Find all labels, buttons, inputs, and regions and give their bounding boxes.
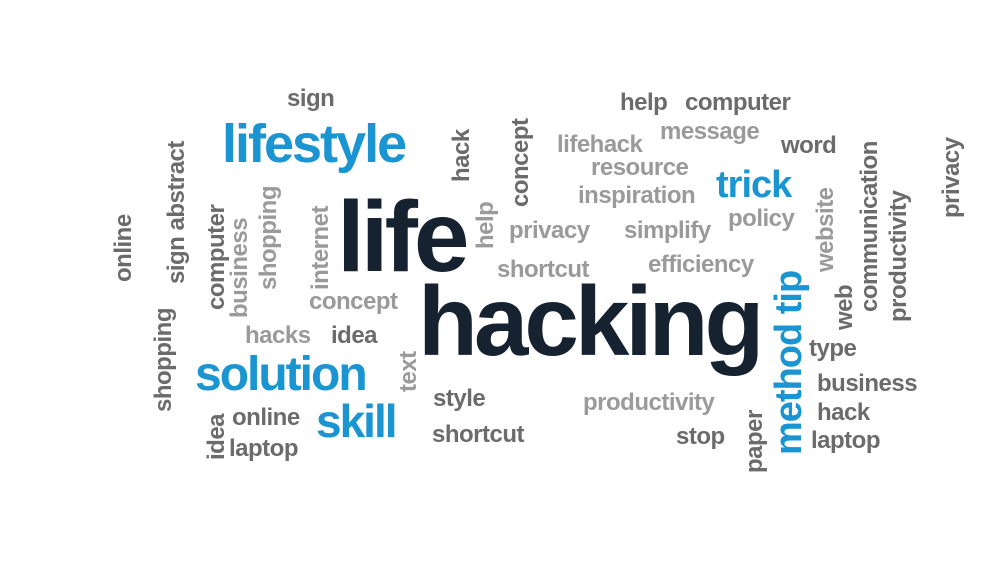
word-hack-vertical: hack: [448, 129, 475, 182]
word-idea: idea: [331, 322, 378, 349]
word-business-vertical: business: [226, 217, 253, 318]
word-productivity: productivity: [583, 389, 715, 416]
word-skill: skill: [316, 395, 398, 447]
word-hacking: hacking: [418, 266, 764, 376]
word-laptop-2: laptop: [229, 435, 299, 462]
word-text: text: [395, 351, 422, 392]
word-productivity-vertical: productivity: [885, 190, 912, 322]
word-web: web: [831, 284, 858, 330]
word-lifestyle: lifestyle: [222, 114, 407, 174]
word-policy: policy: [728, 205, 795, 232]
word-style: style: [433, 385, 486, 412]
word-solution: solution: [195, 348, 368, 401]
word-sign-abstract: sign abstract: [163, 141, 190, 284]
word-idea-vertical: idea: [203, 413, 230, 460]
word-laptop: laptop: [811, 427, 881, 454]
word-method-tip: method tip: [768, 270, 810, 455]
word-privacy-vertical: privacy: [938, 137, 965, 218]
word-online-vertical: online: [110, 214, 137, 282]
word-website: website: [812, 187, 839, 272]
word-business: business: [817, 370, 918, 397]
word-stop: stop: [676, 423, 725, 450]
word-resource: resource: [591, 154, 689, 181]
word-efficiency: efficiency: [648, 251, 754, 278]
word-online: online: [232, 404, 300, 431]
word-shopping-vertical-2: shopping: [255, 186, 282, 290]
word-inspiration: inspiration: [578, 182, 696, 209]
word-internet: internet: [307, 205, 334, 290]
word-shortcut: shortcut: [497, 256, 590, 283]
word-word: word: [781, 132, 837, 159]
word-message: message: [660, 118, 760, 145]
word-shopping-vertical: shopping: [150, 308, 177, 412]
word-hacks: hacks: [245, 322, 311, 349]
word-paper: paper: [741, 410, 768, 473]
word-help-vertical: help: [472, 201, 499, 249]
word-type: type: [809, 335, 857, 362]
word-trick: trick: [716, 164, 792, 206]
word-simplify: simplify: [624, 217, 711, 244]
word-sign: sign: [287, 85, 335, 112]
word-computer: computer: [685, 89, 791, 116]
word-life: life: [337, 181, 469, 293]
word-help: help: [620, 89, 668, 116]
word-hack: hack: [817, 399, 870, 426]
word-shortcut-2: shortcut: [432, 421, 525, 448]
word-concept-vertical: concept: [507, 118, 534, 207]
word-privacy: privacy: [509, 217, 590, 244]
word-lifehack: lifehack: [557, 131, 643, 158]
word-communication: communication: [856, 141, 883, 312]
word-concept: concept: [309, 288, 398, 315]
